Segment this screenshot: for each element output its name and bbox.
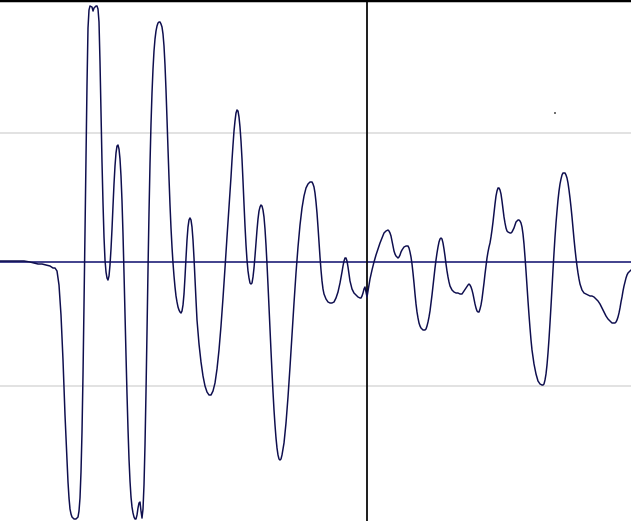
signal-trace [0,5,631,520]
artifact-dot [554,112,556,114]
